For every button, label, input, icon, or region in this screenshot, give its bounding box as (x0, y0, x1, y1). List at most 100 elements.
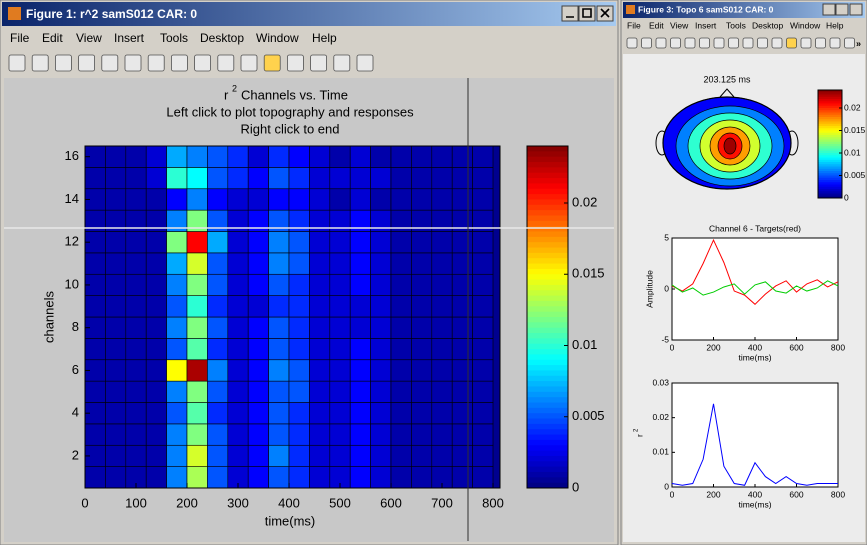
menu-item[interactable]: File (10, 31, 30, 45)
heatmap-cell (309, 466, 331, 489)
heatmap-cell (105, 402, 127, 425)
heatmap-cell (472, 231, 494, 254)
toolbar-button[interactable] (356, 54, 374, 72)
menu-item[interactable]: Insert (695, 20, 717, 30)
toolbar-button[interactable] (684, 37, 696, 49)
menu-item[interactable]: View (76, 31, 102, 45)
menu-item[interactable]: Desktop (752, 20, 783, 30)
toolbar-button[interactable] (844, 37, 855, 49)
heatmap-cell (166, 402, 188, 425)
colorbar-band (527, 455, 568, 462)
heatmap-cell (472, 338, 494, 361)
menu-item[interactable]: File (627, 20, 641, 30)
heatmap-cell (390, 423, 412, 446)
menu-item[interactable]: View (670, 20, 689, 30)
heatmap-cell (227, 252, 249, 275)
x-axis-label: time(ms) (738, 499, 771, 509)
toolbar-button[interactable] (713, 37, 725, 49)
y-tick-label: 10 (65, 276, 79, 291)
menu-item[interactable]: Help (826, 20, 844, 30)
toolbar-button[interactable] (655, 37, 667, 49)
title-sup: 2 (232, 83, 237, 93)
heatmap-cell (411, 380, 433, 403)
colorbar-band (527, 343, 568, 350)
heatmap-cell (105, 466, 127, 489)
toolbar-button[interactable] (728, 37, 739, 49)
toolbar-button[interactable] (333, 54, 351, 72)
toolbar-button[interactable] (240, 54, 258, 72)
toolbar-button[interactable] (217, 54, 235, 72)
heatmap-cell (84, 167, 106, 190)
title-r: r (224, 87, 229, 102)
heatmap-cell (227, 359, 249, 382)
menu-item[interactable]: Insert (114, 31, 145, 45)
colorbar-band (527, 204, 568, 211)
toolbar-button[interactable] (31, 54, 49, 72)
heatmap-cell (390, 273, 412, 296)
toolbar-button[interactable] (626, 37, 638, 49)
heatmap-cell (166, 231, 188, 254)
colorbar-band (818, 193, 842, 197)
heatmap-cell (105, 167, 127, 190)
minimize-button[interactable] (822, 3, 836, 16)
menu-item[interactable]: Edit (649, 20, 664, 30)
colorbar-band (818, 139, 842, 143)
close-button[interactable] (849, 3, 863, 16)
heatmap-cell (288, 423, 310, 446)
plot-background (671, 382, 839, 488)
toolbar-button[interactable] (699, 37, 710, 49)
toolbar-button[interactable] (800, 37, 812, 49)
colorbar-frame (817, 89, 843, 199)
x-tick-label: 200 (706, 489, 720, 499)
toolbar-button[interactable] (670, 37, 681, 49)
toolbar-button[interactable] (170, 54, 188, 72)
toolbar-button[interactable] (78, 54, 95, 72)
toolbar-button[interactable] (829, 37, 841, 49)
toolbar-button[interactable] (771, 37, 783, 49)
toolbar-overflow[interactable]: » (856, 38, 861, 48)
x-tick-label: 600 (789, 489, 803, 499)
menu-item[interactable]: Window (256, 31, 299, 45)
toolbar-button[interactable] (8, 54, 26, 72)
heatmap-cell (125, 338, 147, 361)
toolbar-button[interactable] (263, 54, 281, 72)
toolbar-button[interactable] (55, 54, 72, 72)
toolbar-button[interactable] (641, 37, 652, 49)
heatmap-cell (268, 316, 290, 339)
heatmap-cell (329, 145, 351, 168)
window-buttons[interactable] (822, 3, 863, 16)
colorbar-band (818, 99, 842, 102)
menu-item[interactable]: Tools (726, 20, 746, 30)
minimize-button[interactable] (561, 5, 579, 22)
toolbar-button[interactable] (757, 37, 768, 49)
maximize-button[interactable] (835, 3, 849, 16)
menu-item[interactable]: Desktop (200, 31, 244, 45)
menu-item[interactable]: Edit (42, 31, 63, 45)
colorbar-band (527, 482, 568, 489)
menu-item[interactable]: Help (312, 31, 337, 45)
window-buttons[interactable] (561, 5, 614, 22)
heatmap-cell (268, 466, 290, 489)
heatmap-cell (247, 273, 269, 296)
heatmap-cell (411, 466, 433, 489)
toolbar-button[interactable] (101, 54, 119, 72)
colorbar-band (527, 210, 568, 216)
toolbar-button[interactable] (742, 37, 754, 49)
heatmap-cell (145, 145, 167, 168)
heatmap-cell (268, 359, 290, 382)
heatmap-cell (186, 316, 208, 339)
heatmap-cell (329, 231, 351, 254)
toolbar-button[interactable] (194, 54, 212, 72)
heatmap-cell (370, 466, 392, 489)
heatmap-cell (309, 423, 331, 446)
toolbar-button[interactable] (124, 54, 142, 72)
toolbar-button[interactable] (786, 37, 797, 49)
toolbar-button[interactable] (286, 54, 304, 72)
toolbar-button[interactable] (147, 54, 165, 72)
menu-item[interactable]: Tools (160, 31, 188, 45)
colorbar-band (818, 103, 842, 107)
toolbar-button[interactable] (815, 37, 826, 49)
menu-item[interactable]: Window (790, 20, 821, 30)
toolbar-button[interactable] (310, 54, 328, 72)
colorbar-band (818, 182, 842, 185)
